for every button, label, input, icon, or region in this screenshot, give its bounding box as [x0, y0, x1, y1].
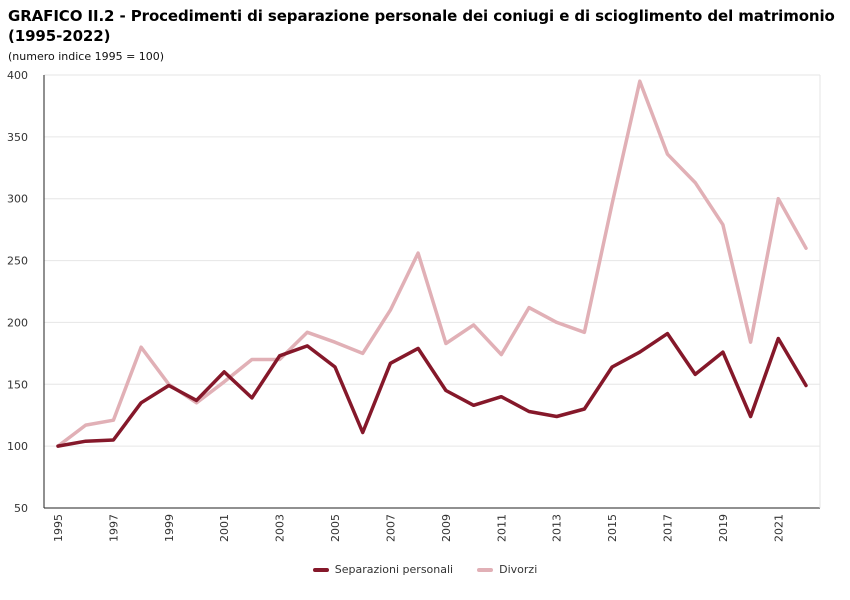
y-tick-label: 400 — [7, 69, 28, 82]
y-tick-label: 200 — [7, 316, 28, 329]
chart-title: GRAFICO II.2 - Procedimenti di separazio… — [8, 7, 835, 45]
y-tick-label: 300 — [7, 193, 28, 206]
x-tick-label: 2003 — [274, 514, 287, 542]
gridlines — [44, 74, 820, 447]
series-line-divorzi — [56, 79, 808, 448]
x-tick-label: 1999 — [163, 514, 176, 542]
legend-label-separazioni: Separazioni personali — [334, 563, 454, 576]
x-tick-label: 2019 — [717, 514, 730, 542]
y-tick-label: 100 — [7, 440, 28, 453]
x-tick-label: 2017 — [661, 514, 674, 542]
chart-subtitle: (numero indice 1995 = 100) — [8, 50, 165, 63]
x-tick-label: 2021 — [772, 514, 785, 542]
x-axis-ticks: 1995 1997 1999 2001 2003 2005 2007 2009 2011 2013… — [52, 514, 785, 542]
x-tick-label: 1995 — [52, 514, 65, 542]
y-tick-label: 350 — [7, 131, 28, 144]
y-axis-ticks: 50 100 150 200 250 300 350 400 — [7, 69, 28, 515]
series-lines — [56, 79, 808, 448]
x-tick-label: 2015 — [606, 514, 619, 542]
y-tick-label: 150 — [7, 378, 28, 391]
legend-item-divorzi[interactable]: Divorzi — [477, 563, 537, 576]
x-tick-label: 2007 — [384, 514, 397, 542]
x-tick-label: 2013 — [551, 514, 564, 542]
x-tick-label: 2009 — [440, 514, 453, 542]
legend-swatch-divorzi — [477, 567, 494, 572]
y-tick-label: 50 — [14, 502, 28, 515]
x-tick-label: 2001 — [218, 514, 231, 542]
legend: Separazioni personali Divorzi — [0, 563, 850, 576]
y-tick-label: 250 — [7, 255, 28, 268]
x-tick-label: 2005 — [329, 514, 342, 542]
legend-swatch-separazioni — [312, 567, 329, 572]
legend-label-divorzi: Divorzi — [499, 563, 538, 576]
x-tick-label: 2011 — [495, 514, 508, 542]
x-tick-label: 1997 — [107, 514, 120, 542]
legend-item-separazioni[interactable]: Separazioni personali — [312, 563, 454, 576]
series-line-separazioni — [56, 331, 808, 448]
